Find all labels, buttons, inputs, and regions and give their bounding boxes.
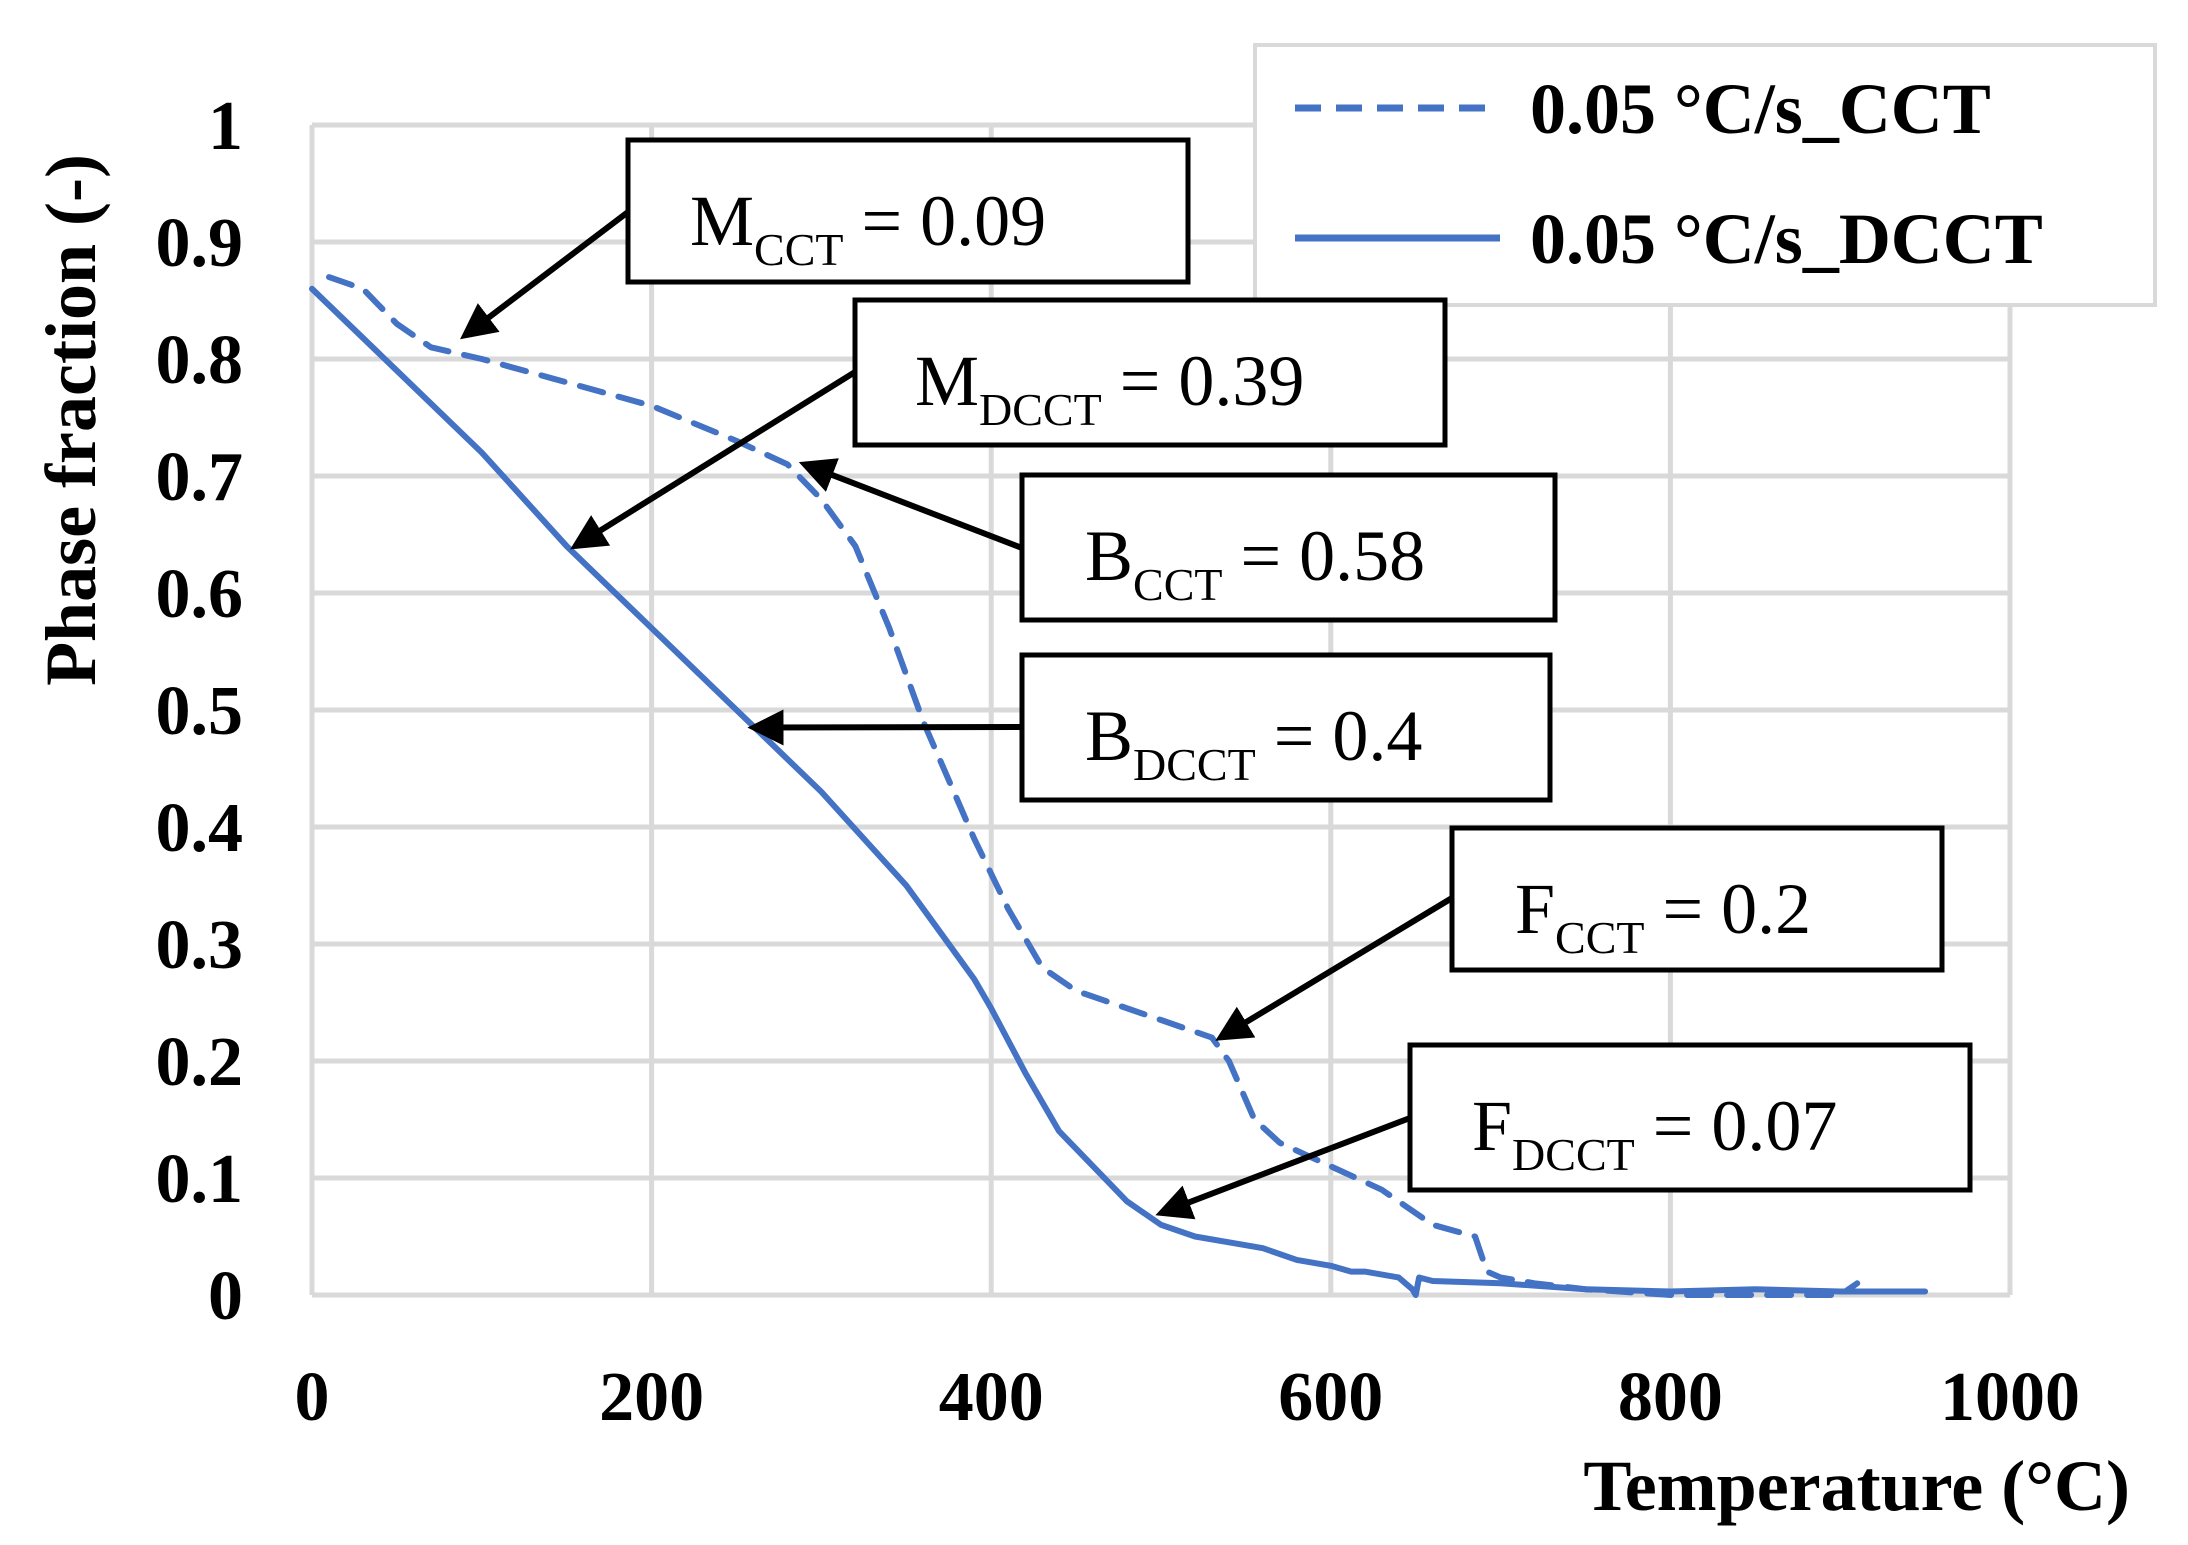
x-tick-label: 200 <box>599 1359 704 1436</box>
x-tick-label: 400 <box>939 1359 1044 1436</box>
annotation-arrow <box>798 458 1024 551</box>
annotation-value: = 0.58 <box>1223 516 1426 596</box>
annotation-box <box>1019 652 1553 803</box>
annotation-b-cct: BCCT = 0.58 <box>798 458 1558 623</box>
y-tick-label: 0.9 <box>156 205 244 282</box>
annotation-value: = 0.39 <box>1102 341 1305 421</box>
series-line-cct <box>326 274 1861 1298</box>
annotation-main: M <box>915 341 979 421</box>
y-tick-label: 0.1 <box>156 1141 244 1218</box>
annotations: MCCT = 0.09 MDCCT = 0.39 BCCT = 0.58 BDC… <box>460 137 1973 1220</box>
annotation-main: B <box>1085 696 1133 776</box>
annotation-box <box>625 137 1191 285</box>
y-tick-label: 0.6 <box>156 556 244 633</box>
y-tick-label: 0.2 <box>156 1024 244 1101</box>
x-tick-label: 800 <box>1618 1359 1723 1436</box>
annotation-box <box>852 297 1448 448</box>
annotation-m-dcct: MDCCT = 0.39 <box>570 297 1448 550</box>
x-axis-title: Temperature (°C) <box>1583 1446 2130 1526</box>
annotation-label: BDCCT = 0.4 <box>1085 696 1422 790</box>
annotation-subscript: CCT <box>1133 559 1222 610</box>
series-line-dcct <box>309 285 1929 1298</box>
annotation-subscript: DCCT <box>979 384 1102 435</box>
y-tick-label: 0 <box>208 1258 243 1335</box>
y-tick-label: 1 <box>208 88 243 165</box>
legend: 0.05 °C/s_CCT 0.05 °C/s_DCCT <box>1253 43 2157 307</box>
annotation-arrow <box>1215 895 1454 1041</box>
annotation-main: F <box>1515 869 1555 949</box>
annotation-arrow <box>747 709 1023 746</box>
annotation-main: F <box>1472 1086 1512 1166</box>
annotation-subscript: CCT <box>754 224 843 275</box>
y-axis-title: Phase fraction (-) <box>31 154 111 686</box>
annotation-label: FDCCT = 0.07 <box>1472 1086 1837 1180</box>
annotation-label: MCCT = 0.09 <box>690 181 1046 275</box>
annotation-box <box>1019 472 1558 623</box>
annotation-value: = 0.2 <box>1645 869 1812 949</box>
annotation-arrow <box>460 209 630 340</box>
annotation-label: BCCT = 0.58 <box>1085 516 1425 610</box>
annotation-arrow <box>1155 1115 1412 1220</box>
annotation-m-cct: MCCT = 0.09 <box>460 137 1191 340</box>
y-tick-label: 0.5 <box>156 673 244 750</box>
x-tick-label: 1000 <box>1940 1359 2080 1436</box>
legend-label-cct: 0.05 °C/s_CCT <box>1530 69 1991 149</box>
annotation-label: MDCCT = 0.39 <box>915 341 1304 435</box>
x-tick-label: 600 <box>1278 1359 1383 1436</box>
annotation-subscript: DCCT <box>1512 1129 1635 1180</box>
annotation-box <box>1449 825 1945 973</box>
y-tick-label: 0.7 <box>156 439 244 516</box>
y-tick-label: 0.8 <box>156 322 244 399</box>
y-tick-labels: 0 0.1 0.2 0.3 0.4 0.5 0.6 0.7 0.8 0.9 1 <box>156 88 244 1335</box>
annotation-f-dcct: FDCCT = 0.07 <box>1155 1042 1973 1220</box>
annotation-arrow <box>570 369 857 550</box>
annotation-main: B <box>1085 516 1133 596</box>
annotation-box <box>1407 1042 1973 1193</box>
y-tick-label: 0.4 <box>156 790 244 867</box>
legend-label-dcct: 0.05 °C/s_DCCT <box>1530 199 2043 279</box>
annotation-b-dcct: BDCCT = 0.4 <box>747 652 1553 803</box>
x-tick-labels: 0 200 400 600 800 1000 <box>295 1359 2081 1436</box>
legend-box <box>1253 43 2157 307</box>
series-layer <box>309 274 1929 1298</box>
annotation-value: = 0.4 <box>1256 696 1423 776</box>
annotation-value: = 0.07 <box>1635 1086 1838 1166</box>
annotation-main: M <box>690 181 754 261</box>
annotation-subscript: CCT <box>1555 912 1644 963</box>
x-tick-label: 0 <box>295 1359 330 1436</box>
annotation-label: FCCT = 0.2 <box>1515 869 1811 963</box>
y-tick-label: 0.3 <box>156 907 244 984</box>
annotation-subscript: DCCT <box>1133 739 1256 790</box>
annotation-value: = 0.09 <box>844 181 1047 261</box>
annotation-f-cct: FCCT = 0.2 <box>1215 825 1945 1041</box>
